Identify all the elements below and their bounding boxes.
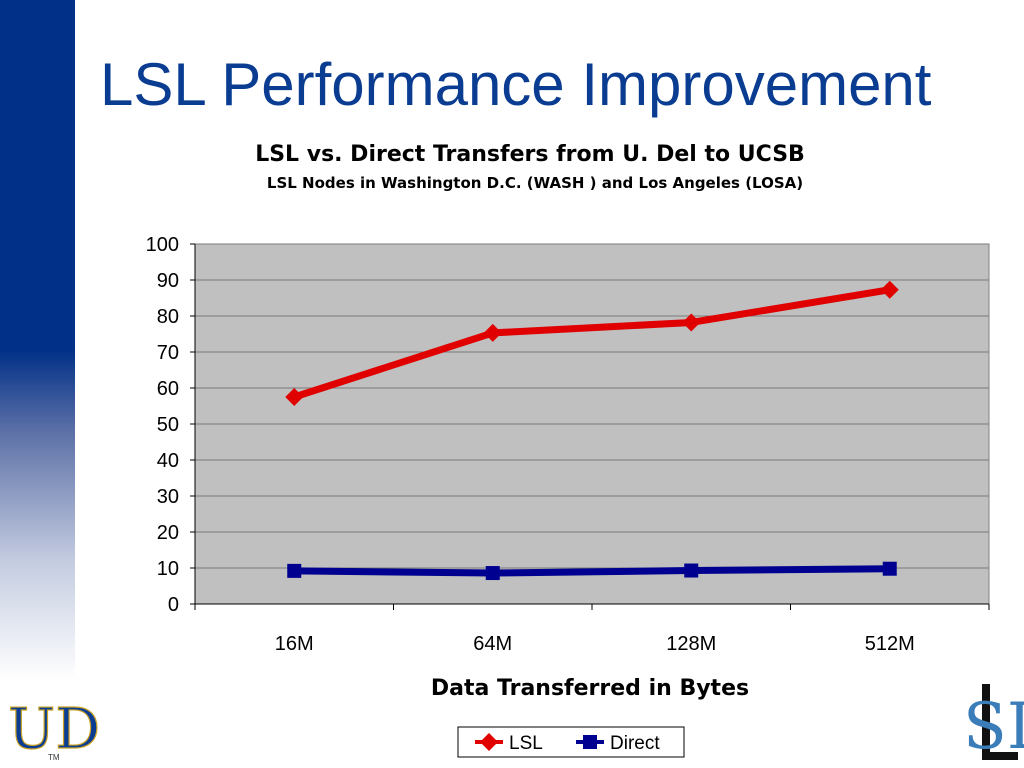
- legend-marker-direct: [583, 735, 597, 749]
- y-tick-label: 60: [157, 378, 179, 400]
- legend: LSL Direct: [457, 726, 685, 758]
- series-lsl: [285, 280, 899, 406]
- y-tick-label: 0: [168, 594, 179, 616]
- y-tick-label: 20: [157, 522, 179, 544]
- data-point-lsl: [682, 313, 701, 332]
- chart-subtitle: LSL Nodes in Washington D.C. (WASH ) and…: [267, 174, 803, 192]
- data-point-direct: [882, 561, 897, 576]
- x-axis-title: Data Transferred in Bytes: [431, 676, 749, 701]
- x-tick-label: 512M: [865, 633, 915, 655]
- y-tick-label: 10: [157, 558, 179, 580]
- x-tick-label: 64M: [473, 633, 512, 655]
- y-tick-label: 70: [157, 342, 179, 364]
- sl-logo-foot: [982, 752, 1018, 760]
- sl-logo-stem: [982, 684, 990, 760]
- x-tick-label: 128M: [666, 633, 716, 655]
- ud-logo-text: UD: [8, 697, 100, 762]
- y-tick-label: 90: [157, 270, 179, 292]
- data-point-lsl: [880, 280, 899, 299]
- slide-title: LSL Performance Improvement: [100, 51, 932, 118]
- chart-title: LSL vs. Direct Transfers from U. Del to …: [255, 142, 805, 167]
- data-point-lsl: [285, 388, 304, 406]
- x-axis: 16M 64M 128M 512M: [194, 603, 990, 655]
- legend-marker-lsl: [480, 733, 498, 751]
- series-line-lsl: [293, 286, 891, 401]
- y-tick-label: 50: [157, 414, 179, 436]
- y-tick-label: 30: [157, 486, 179, 508]
- series-line-direct: [294, 565, 890, 577]
- x-tick-label: 16M: [275, 633, 314, 655]
- ud-logo-tm: TM: [48, 753, 60, 762]
- series-group: [285, 280, 899, 581]
- sl-logo: SL: [963, 684, 1024, 764]
- legend-label-direct: Direct: [610, 733, 660, 754]
- data-point-lsl: [483, 323, 502, 342]
- y-tick-label: 100: [146, 234, 179, 256]
- y-tick-label: 80: [157, 306, 179, 328]
- data-point-direct: [287, 563, 302, 578]
- sidebar-gradient: [0, 0, 75, 768]
- legend-label-lsl: LSL: [509, 733, 543, 754]
- data-point-direct: [485, 566, 500, 581]
- data-point-direct: [684, 563, 699, 578]
- series-direct: [287, 561, 897, 581]
- y-axis: 0 10 20 30 40 50 60 70 80 90 100: [146, 234, 196, 616]
- y-tick-label: 40: [157, 450, 179, 472]
- sl-logo-text: SL: [963, 690, 1024, 764]
- ud-logo: UD TM: [7, 696, 100, 762]
